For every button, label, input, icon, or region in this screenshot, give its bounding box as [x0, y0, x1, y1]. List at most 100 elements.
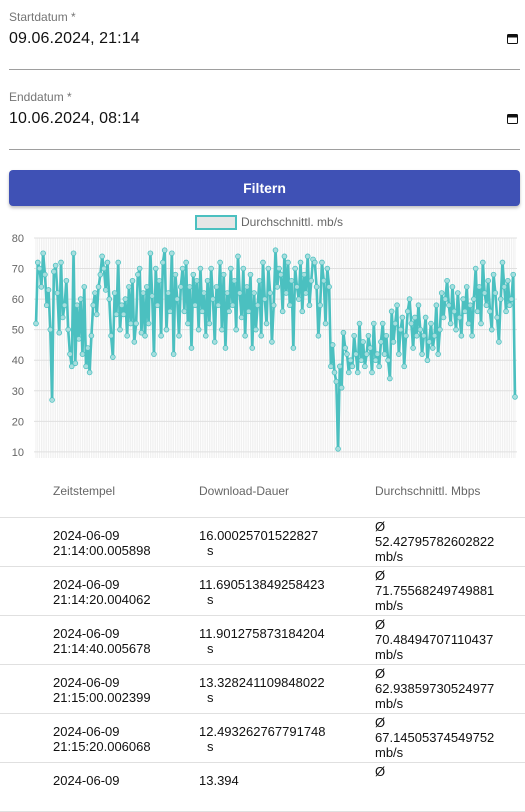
- data-point: [81, 284, 88, 290]
- chart-legend[interactable]: Durchschnittl. mb/s: [0, 214, 525, 230]
- data-point: [106, 296, 113, 302]
- data-point: [93, 311, 100, 318]
- data-point: [453, 326, 459, 333]
- data-point: [335, 446, 341, 452]
- data-point: [104, 259, 111, 266]
- duration-unit: s: [207, 739, 214, 754]
- data-point: [485, 277, 491, 284]
- data-point: [503, 308, 509, 315]
- data-point: [483, 302, 490, 309]
- calendar-icon[interactable]: [507, 113, 518, 124]
- data-point: [463, 284, 470, 290]
- table-row: 2024-06-09 21:14:40.005678 11.901275873184…: [0, 616, 525, 665]
- cell-average: Ø 67.14505374549752 mb/s: [375, 715, 520, 760]
- data-point: [506, 302, 513, 309]
- data-point: [460, 296, 466, 302]
- end-date-value[interactable]: 10.06.2024, 08:14: [9, 110, 140, 127]
- data-point: [374, 351, 381, 357]
- timestamp-date: 2024-06-09: [53, 577, 120, 592]
- data-point: [131, 339, 138, 345]
- data-point: [183, 259, 189, 266]
- filter-button[interactable]: Filtern: [9, 170, 520, 206]
- data-point: [279, 308, 286, 315]
- cell-average: Ø 62.93859730524977 mb/s: [375, 666, 520, 711]
- data-point: [388, 308, 395, 315]
- data-point: [101, 265, 107, 272]
- data-point: [492, 290, 499, 296]
- data-point: [72, 360, 79, 367]
- data-point: [431, 332, 438, 339]
- data-point: [345, 369, 352, 376]
- data-point: [202, 332, 209, 339]
- table-body: 2024-06-09 21:14:00.005898 16.000257015228…: [0, 518, 525, 812]
- data-point: [412, 314, 418, 321]
- data-point: [487, 308, 493, 315]
- data-point: [462, 308, 468, 315]
- data-point: [351, 332, 357, 339]
- data-point: [267, 290, 273, 296]
- data-point: [186, 284, 193, 290]
- data-point: [67, 351, 73, 357]
- data-point: [337, 363, 343, 370]
- data-point: [201, 290, 207, 296]
- data-point: [165, 290, 172, 296]
- data-point: [299, 308, 306, 315]
- data-point: [383, 332, 390, 339]
- data-point: [447, 320, 454, 327]
- data-point: [333, 378, 340, 385]
- start-date-value[interactable]: 09.06.2024, 21:14: [9, 30, 140, 47]
- data-point: [242, 332, 248, 339]
- data-point: [317, 302, 323, 309]
- data-point: [347, 357, 354, 364]
- speed-line-chart[interactable]: 10 20 30 40 50 60 70 80: [0, 230, 525, 464]
- average-unit: mb/s: [375, 696, 404, 711]
- data-point: [444, 277, 450, 284]
- data-point: [163, 326, 170, 333]
- data-point: [144, 284, 150, 290]
- data-point: [222, 345, 229, 351]
- cell-duration: 13.394: [199, 773, 349, 788]
- cell-timestamp: 2024-06-09 21:14:40.005678: [53, 626, 151, 656]
- data-point: [247, 271, 254, 278]
- data-point: [117, 326, 123, 333]
- data-point: [170, 351, 177, 357]
- average-prefix: Ø: [375, 715, 386, 730]
- end-date-label: Enddatum *: [9, 90, 72, 104]
- data-point: [303, 290, 309, 296]
- cell-timestamp: 2024-06-09: [53, 773, 120, 788]
- timestamp-time: 21:14:40.005678: [53, 641, 151, 656]
- data-point: [269, 339, 275, 345]
- data-point: [263, 320, 270, 327]
- start-date-field[interactable]: Startdatum * 09.06.2024, 21:14: [9, 10, 520, 70]
- data-point: [158, 332, 164, 339]
- header-download-duration: Download-Dauer: [199, 484, 290, 498]
- data-point: [363, 351, 370, 357]
- data-point: [217, 259, 223, 266]
- data-point: [349, 363, 356, 370]
- data-point: [465, 320, 472, 327]
- data-point: [161, 247, 168, 254]
- data-point: [140, 290, 147, 296]
- data-point: [192, 302, 198, 309]
- data-point: [353, 351, 359, 357]
- timestamp-time: 21:15:00.002399: [53, 690, 151, 705]
- timestamp-date: 2024-06-09: [53, 528, 120, 543]
- calendar-icon[interactable]: [507, 33, 518, 44]
- data-point: [322, 320, 329, 327]
- data-point: [404, 308, 411, 315]
- data-point: [331, 369, 338, 376]
- data-point: [422, 314, 429, 321]
- y-tick-label: 10: [12, 447, 24, 459]
- end-date-field[interactable]: Enddatum * 10.06.2024, 08:14: [9, 90, 520, 150]
- table-row: 2024-06-09 21:15:00.002399 13.328241109848…: [0, 665, 525, 714]
- cell-timestamp: 2024-06-09 21:14:00.005898: [53, 528, 151, 558]
- y-tick-label: 40: [12, 355, 24, 367]
- legend-swatch: [195, 215, 237, 230]
- table-row: 2024-06-09 21:15:20.006068 12.493262767791…: [0, 714, 525, 763]
- duration-value: 11.690513849258423: [199, 577, 325, 592]
- data-point: [512, 394, 518, 400]
- data-point: [90, 302, 96, 309]
- data-point: [371, 320, 377, 327]
- data-point: [74, 302, 80, 309]
- data-point: [488, 326, 495, 333]
